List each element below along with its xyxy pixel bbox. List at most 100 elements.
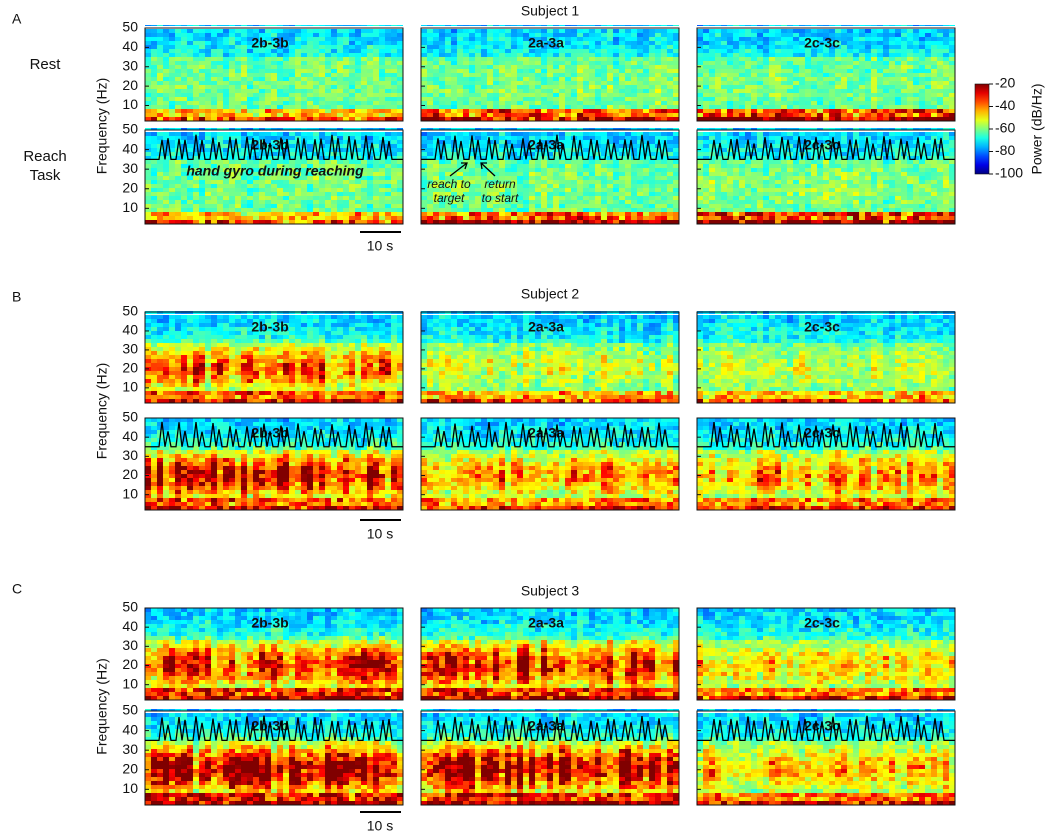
spectrogram-cell — [895, 25, 901, 26]
spectrogram-cell — [247, 93, 253, 97]
spectrogram-cell — [553, 172, 559, 176]
spectrogram-cell — [553, 176, 559, 180]
spectrogram-cell — [145, 109, 151, 113]
spectrogram-cell — [355, 136, 361, 140]
spectrogram-cell — [445, 73, 451, 77]
spectrogram-cell — [535, 132, 541, 136]
spectrogram-cell — [481, 53, 487, 57]
spectrogram-cell — [481, 148, 487, 152]
spectrogram-cell — [229, 117, 235, 121]
spectrogram-cell — [853, 25, 859, 26]
spectrogram-cell — [877, 97, 883, 101]
spectrogram-cell — [757, 85, 763, 89]
spectrogram-cell — [787, 41, 793, 45]
spectrogram-cell — [607, 69, 613, 73]
spectrogram-cell — [667, 33, 673, 37]
spectrogram-cell — [871, 49, 877, 53]
spectrogram-cell — [199, 41, 205, 45]
spectrogram-cell — [901, 33, 907, 37]
spectrogram-cell — [163, 101, 169, 105]
spectrogram-cell — [565, 97, 571, 101]
spectrogram-cell — [547, 29, 553, 33]
spectrogram-cell — [925, 53, 931, 57]
spectrogram-cell — [145, 164, 151, 168]
spectrogram-cell — [481, 117, 487, 121]
spectrogram-cell — [763, 69, 769, 73]
spectrogram-cell — [673, 53, 679, 57]
spectrogram-cell — [889, 41, 895, 45]
spectrogram-cell — [277, 89, 283, 93]
spectrogram-cell — [433, 109, 439, 113]
spectrogram-cell — [859, 109, 865, 113]
spectrogram-cell — [511, 220, 517, 224]
spectrogram-cell — [499, 37, 505, 41]
spectrogram-cell — [871, 57, 877, 61]
spectrogram-cell — [205, 57, 211, 61]
spectrogram-cell — [181, 216, 187, 220]
spectrogram-cell — [523, 164, 529, 168]
spectrogram-cell — [907, 93, 913, 97]
spectrogram-cell — [781, 57, 787, 61]
spectrogram-cell — [661, 33, 667, 37]
spectrogram-cell — [223, 61, 229, 65]
spectrogram-cell — [229, 105, 235, 109]
spectrogram-cell — [469, 117, 475, 121]
spectrogram-cell — [391, 45, 397, 49]
spectrogram-cell — [499, 25, 505, 26]
spectrogram-cell — [259, 117, 265, 121]
spectrogram-cell — [385, 208, 391, 212]
spectrogram-cell — [757, 101, 763, 105]
spectrogram-cell — [889, 77, 895, 81]
spectrogram-cell — [619, 25, 625, 26]
spectrogram-cell — [805, 53, 811, 57]
spectrogram-cell — [253, 109, 259, 113]
spectrogram-cell — [187, 69, 193, 73]
spectrogram-cell — [289, 148, 295, 152]
spectrogram-cell — [259, 77, 265, 81]
spectrogram-cell — [877, 45, 883, 49]
spectrogram-cell — [187, 109, 193, 113]
spectrogram-cell — [349, 53, 355, 57]
spectrogram-cell — [631, 49, 637, 53]
spectrogram-cell — [223, 69, 229, 73]
spectrogram-cell — [547, 220, 553, 224]
spectrogram-cell — [325, 212, 331, 216]
spectrogram-cell — [553, 89, 559, 93]
spectrogram-cell — [385, 168, 391, 172]
spectrogram-cell — [631, 37, 637, 41]
spectrogram-cell — [607, 29, 613, 33]
spectrogram-cell — [553, 113, 559, 117]
spectrogram-cell — [745, 81, 751, 85]
spectrogram-cell — [151, 29, 157, 33]
spectrogram-cell — [499, 160, 505, 164]
spectrogram-cell — [307, 101, 313, 105]
spectrogram-cell — [307, 208, 313, 212]
spectrogram-cell — [931, 85, 937, 89]
spectrogram-cell — [511, 73, 517, 77]
spectrogram-cell — [325, 101, 331, 105]
spectrogram-cell — [775, 33, 781, 37]
spectrogram-cell — [229, 73, 235, 77]
spectrogram-cell — [349, 85, 355, 89]
spectrogram-cell — [355, 93, 361, 97]
spectrogram-cell — [457, 216, 463, 220]
spectrogram-cell — [361, 101, 367, 105]
spectrogram-cell — [163, 49, 169, 53]
spectrogram-cell — [847, 37, 853, 41]
spectrogram-cell — [319, 61, 325, 65]
spectrogram-cell — [169, 109, 175, 113]
spectrogram-cell — [187, 196, 193, 200]
spectrogram-cell — [787, 117, 793, 121]
spectrogram-cell — [193, 57, 199, 61]
spectrogram-cell — [181, 184, 187, 188]
spectrogram-cell — [661, 25, 667, 26]
spectrogram-cell — [637, 105, 643, 109]
spectrogram-cell — [259, 208, 265, 212]
spectrogram-cell — [517, 73, 523, 77]
spectrogram-cell — [889, 49, 895, 53]
spectrogram-cell — [439, 97, 445, 101]
spectrogram-cell — [847, 113, 853, 117]
spectrogram-cell — [877, 69, 883, 73]
spectrogram-cell — [211, 89, 217, 93]
spectrogram-cell — [487, 65, 493, 69]
